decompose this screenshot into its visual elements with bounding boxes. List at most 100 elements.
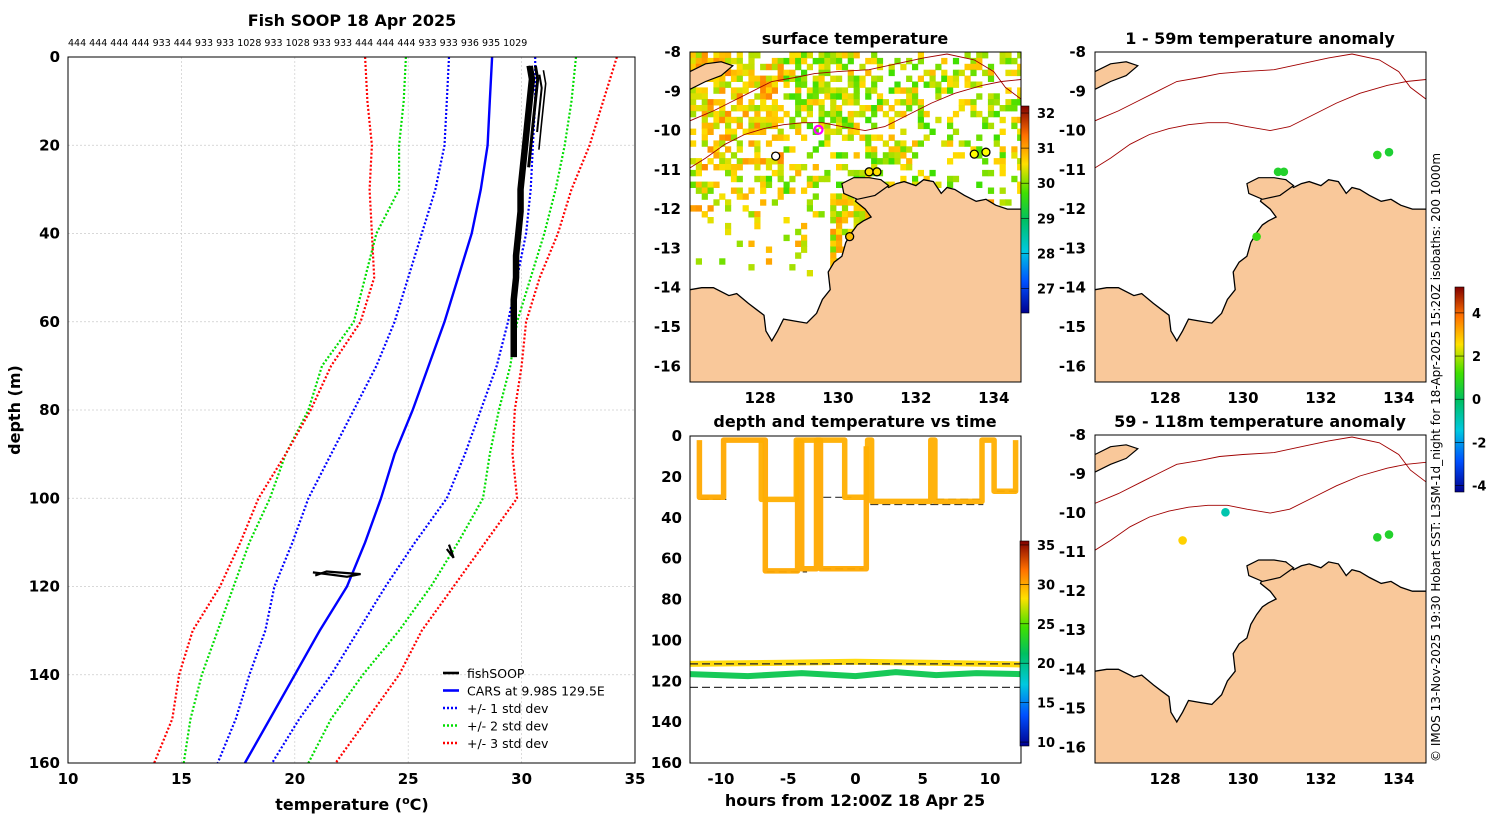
- sst-cell: [806, 105, 813, 112]
- sst-cell: [695, 169, 702, 177]
- sst-cell: [841, 205, 849, 212]
- anom1-point: [1384, 147, 1394, 157]
- sst-cell: [713, 140, 720, 147]
- sst-cell: [719, 110, 726, 118]
- legend-label: CARS at 9.98S 129.5E: [467, 684, 605, 699]
- sst-cell: [806, 63, 813, 71]
- sst-cell: [836, 105, 843, 112]
- sst-cell: [836, 222, 843, 230]
- sst-cell: [748, 105, 755, 112]
- sst-cell: [777, 187, 784, 194]
- sst-cell: [690, 205, 697, 212]
- sst-cell: [859, 81, 866, 88]
- sst-cell: [795, 52, 802, 59]
- sst-cell: [818, 175, 825, 183]
- sst-cell: [818, 63, 825, 71]
- sst-cell: [841, 199, 849, 206]
- sst-cell: [871, 52, 878, 59]
- sst-cell: [859, 63, 866, 71]
- ts-ytick: 80: [661, 591, 682, 609]
- anom1-points: [1252, 147, 1394, 241]
- sst-cell: [1011, 152, 1018, 159]
- sst-cell: [707, 181, 714, 188]
- sst-cell: [888, 146, 895, 153]
- sst-cell: [917, 122, 924, 130]
- sst-colorbar: [1020, 105, 1030, 314]
- sst-cell: [830, 75, 837, 82]
- sst-cell: [871, 110, 878, 118]
- sst-cell: [701, 52, 708, 59]
- sst-cell: [801, 57, 808, 65]
- sst-cell: [725, 110, 732, 118]
- sst-cell: [894, 81, 901, 88]
- sst-cell: [847, 93, 854, 100]
- sst-cell: [695, 57, 702, 65]
- sst-cell: [999, 116, 1006, 124]
- surface-ytick: -14: [654, 279, 681, 297]
- sst-cell: [707, 99, 714, 106]
- sst-cell: [795, 93, 802, 100]
- sst-cell: [818, 99, 825, 106]
- profile-series--1-std: [271, 57, 537, 763]
- sst-cell: [818, 87, 825, 94]
- sst-cell: [836, 63, 843, 71]
- sst-cell: [783, 134, 790, 141]
- fishsoop-cast: [510, 65, 533, 358]
- sst-cell: [707, 217, 714, 224]
- sst-cell: [894, 57, 901, 65]
- sst-cell: [760, 175, 767, 183]
- sst-cell: [748, 52, 755, 59]
- ts-ytick: 120: [651, 672, 682, 690]
- anom2-xtick: 130: [1227, 770, 1258, 788]
- sst-cell: [748, 264, 755, 271]
- sst-cell: [701, 116, 708, 124]
- sst-cell: [836, 87, 843, 94]
- sst-cell: [754, 222, 761, 230]
- sst-cell: [707, 146, 714, 153]
- sst-cell: [859, 169, 866, 177]
- sst-cell: [958, 105, 965, 112]
- sst-cell: [859, 217, 866, 224]
- surface-markers: [771, 124, 991, 242]
- sst-cell: [830, 246, 837, 253]
- sst-cell: [730, 93, 738, 100]
- sst-cell: [760, 87, 767, 94]
- sst-cell: [859, 75, 866, 82]
- sst-cell: [690, 128, 697, 135]
- anom2-ytick: -11: [1059, 543, 1086, 561]
- sst-cell: [760, 116, 767, 124]
- sst-cell: [801, 246, 808, 253]
- sst-cell: [725, 158, 732, 165]
- surface-australia: [690, 179, 1021, 382]
- sst-cell: [865, 152, 872, 159]
- profile-axes-frame: [67, 56, 636, 764]
- sst-cell: [970, 146, 977, 153]
- anom2-ytick: -15: [1059, 699, 1086, 717]
- sst-cell: [725, 169, 732, 177]
- surface-isobaths: [690, 53, 1021, 169]
- sst-cell: [742, 193, 749, 200]
- sst-cell: [836, 217, 843, 224]
- sst-cell: [783, 69, 790, 77]
- sst-cell: [765, 258, 773, 265]
- sst-cell: [1011, 175, 1018, 183]
- sst-cell: [765, 93, 773, 100]
- sst-cell: [725, 164, 732, 171]
- sst-cell: [754, 175, 761, 183]
- sst-cell: [900, 128, 907, 135]
- sst-cell: [847, 81, 854, 88]
- sst-cell: [888, 63, 895, 71]
- ts-cb-ticklabel: 15: [1037, 697, 1055, 712]
- sst-cell: [836, 246, 843, 253]
- sst-cell: [876, 134, 884, 141]
- sst-cell: [777, 164, 784, 171]
- sst-cell: [818, 110, 825, 118]
- sst-cell: [952, 128, 960, 135]
- sst-cell: [999, 105, 1006, 112]
- sst-cell: [906, 93, 913, 100]
- sst-cell: [1005, 69, 1012, 77]
- sst-cell: [771, 110, 778, 118]
- surface-xtick: 130: [822, 389, 853, 407]
- sst-cell: [947, 75, 954, 82]
- sst-cell: [830, 105, 837, 112]
